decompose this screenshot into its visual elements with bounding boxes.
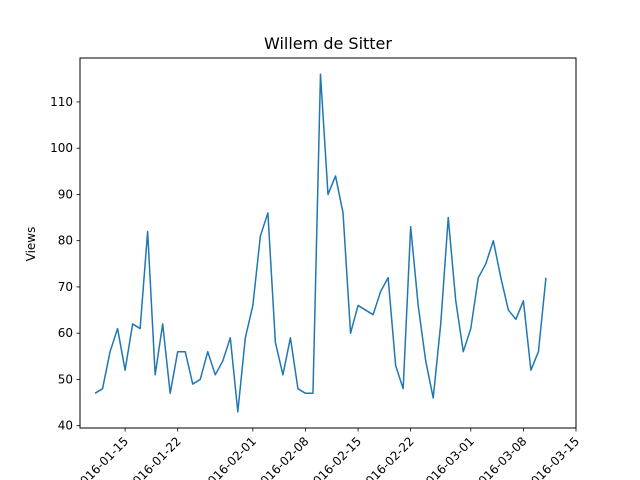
x-tick-label: 2016-02-08 xyxy=(252,434,311,480)
chart-title: Willem de Sitter xyxy=(264,34,392,53)
y-axis-label: Views xyxy=(24,227,38,262)
series-line xyxy=(94,73,547,413)
y-tick-label: 110 xyxy=(50,95,73,109)
x-tick-label: 2016-02-15 xyxy=(305,434,364,480)
y-tick-label: 50 xyxy=(58,372,73,386)
x-tick-label: 2016-02-01 xyxy=(200,434,259,480)
x-tick-label: 2016-03-15 xyxy=(523,434,582,480)
y-tick-label: 90 xyxy=(58,187,73,201)
x-tick-label: 2016-02-22 xyxy=(358,434,417,480)
x-tick-label: 2016-03-01 xyxy=(418,434,477,480)
x-tick-label: 2016-03-08 xyxy=(470,434,529,480)
y-tick-label: 80 xyxy=(58,234,73,248)
y-tick-label: 70 xyxy=(58,280,73,294)
y-tick-label: 40 xyxy=(58,419,73,433)
y-tick-label: 60 xyxy=(58,326,73,340)
plot-frame xyxy=(79,57,577,429)
x-tick-label: 2016-01-22 xyxy=(125,434,184,480)
y-tick-label: 100 xyxy=(50,141,73,155)
x-tick-label: 2016-01-15 xyxy=(72,434,131,480)
